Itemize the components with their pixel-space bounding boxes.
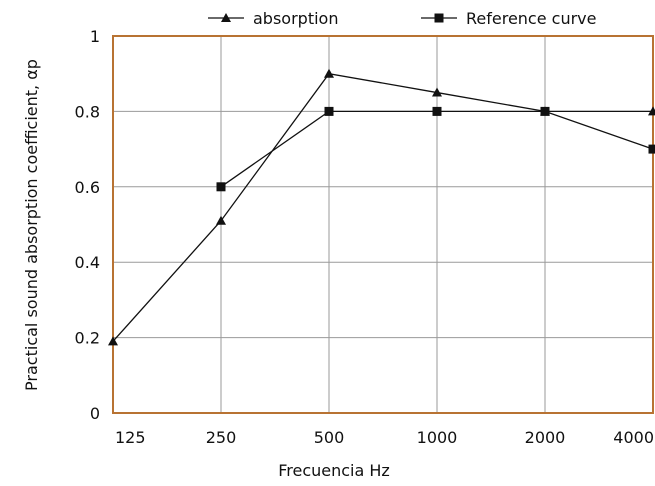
y-axis-title: Practical sound absorption coefficient, …	[22, 59, 41, 391]
square-marker	[216, 182, 226, 192]
y-tick-label: 0.2	[75, 329, 100, 348]
triangle-marker	[108, 336, 118, 346]
triangle-marker	[216, 215, 226, 225]
x-tick-label: 4000	[613, 428, 654, 447]
x-tick-label: 500	[314, 428, 345, 447]
y-tick-labels: 0 0.2 0.4 0.6 0.8 1	[75, 27, 100, 423]
triangle-marker	[432, 87, 442, 97]
series-layer	[108, 68, 655, 346]
triangle-marker	[648, 106, 655, 116]
square-marker	[648, 144, 655, 154]
x-tick-label: 1000	[417, 428, 458, 447]
legend-label: absorption	[253, 9, 338, 28]
y-tick-label: 0.4	[75, 253, 100, 272]
series-reference-curve	[216, 106, 655, 192]
y-tick-label: 0.6	[75, 178, 100, 197]
y-tick-label: 0.8	[75, 102, 100, 121]
series-line	[112, 72, 653, 342]
grid-lines	[112, 35, 654, 414]
square-marker	[540, 106, 550, 116]
legend: absorption Reference curve	[208, 9, 596, 28]
x-axis-title: Frecuencia Hz	[278, 461, 390, 480]
y-tick-label: 1	[90, 27, 100, 46]
x-tick-label: 250	[206, 428, 237, 447]
legend-triangle-marker	[221, 13, 231, 22]
series-absorption	[108, 68, 655, 346]
x-tick-label: 125	[115, 428, 146, 447]
square-marker	[324, 106, 334, 116]
x-tick-labels: 125 250 500 1000 2000 4000	[115, 428, 654, 447]
legend-square-marker	[434, 13, 444, 23]
y-tick-label: 0	[90, 404, 100, 423]
square-marker	[432, 106, 442, 116]
plot-frame	[112, 35, 654, 414]
legend-label: Reference curve	[466, 9, 596, 28]
x-tick-label: 2000	[525, 428, 566, 447]
triangle-marker	[324, 68, 334, 78]
